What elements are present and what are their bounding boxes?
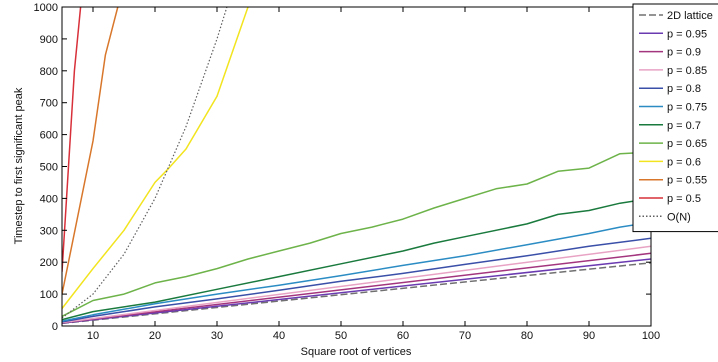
y-tick-label: 800 xyxy=(40,66,58,78)
y-tick-label: 500 xyxy=(40,162,58,174)
legend-label-10: p = 0.5 xyxy=(667,193,701,205)
legend-label-0: 2D lattice xyxy=(667,10,713,22)
x-tick-label: 90 xyxy=(583,330,595,342)
series-layer xyxy=(62,7,651,325)
legend-label-9: p = 0.55 xyxy=(667,175,707,187)
series-line-1 xyxy=(62,258,651,324)
series-line-8 xyxy=(62,7,249,309)
legend-label-8: p = 0.6 xyxy=(667,156,701,168)
y-tick-label: 0 xyxy=(52,321,58,333)
legend-label-7: p = 0.65 xyxy=(667,138,707,150)
plot-background xyxy=(62,7,651,326)
y-tick-label: 1000 xyxy=(34,2,58,14)
legend-label-11: O(N) xyxy=(667,211,691,223)
y-axis-title: Timestep to first significant peak xyxy=(13,87,25,244)
legend-label-5: p = 0.75 xyxy=(667,102,707,114)
legend-box xyxy=(632,3,718,233)
x-axis-title: Square root of vertices xyxy=(301,346,412,358)
series-line-4 xyxy=(62,237,651,323)
y-tick-label: 100 xyxy=(40,289,58,301)
y-tick-label: 900 xyxy=(40,34,58,46)
series-line-3 xyxy=(62,245,651,324)
legend-label-1: p = 0.95 xyxy=(667,28,707,40)
series-line-2 xyxy=(62,252,651,324)
legend-label-2: p = 0.9 xyxy=(667,47,701,59)
y-tick-label: 600 xyxy=(40,130,58,142)
y-tick-label: 400 xyxy=(40,193,58,205)
series-line-9 xyxy=(62,7,119,295)
legend-label-4: p = 0.8 xyxy=(667,83,701,95)
series-line-7 xyxy=(62,151,651,318)
x-tick-label: 100 xyxy=(642,330,660,342)
series-line-0 xyxy=(62,262,651,325)
x-tick-label: 70 xyxy=(459,330,471,342)
series-line-5 xyxy=(62,221,651,322)
y-tick-label: 300 xyxy=(40,225,58,237)
legend-label-3: p = 0.85 xyxy=(667,65,707,77)
legend-label-6: p = 0.7 xyxy=(667,120,701,132)
legend: 2D lattice p = 0.95 p = 0.9 p = 0.85 p = 0.8… xyxy=(632,3,718,233)
series-line-11 xyxy=(62,7,228,319)
y-tick-label: 200 xyxy=(40,257,58,269)
series-line-6 xyxy=(62,197,651,321)
x-tick-label: 80 xyxy=(521,330,533,342)
x-tick-label: 30 xyxy=(211,330,223,342)
y-tick-label: 700 xyxy=(40,98,58,110)
x-tick-label: 40 xyxy=(273,330,285,342)
axes-layer: 10 20 30 40 50 60 70 80 90 1000100200300400500600… xyxy=(34,2,661,342)
x-tick-label: 10 xyxy=(87,330,99,342)
x-tick-label: 20 xyxy=(149,330,161,342)
series-line-10 xyxy=(62,7,82,272)
x-tick-label: 50 xyxy=(335,330,347,342)
x-tick-label: 60 xyxy=(397,330,409,342)
